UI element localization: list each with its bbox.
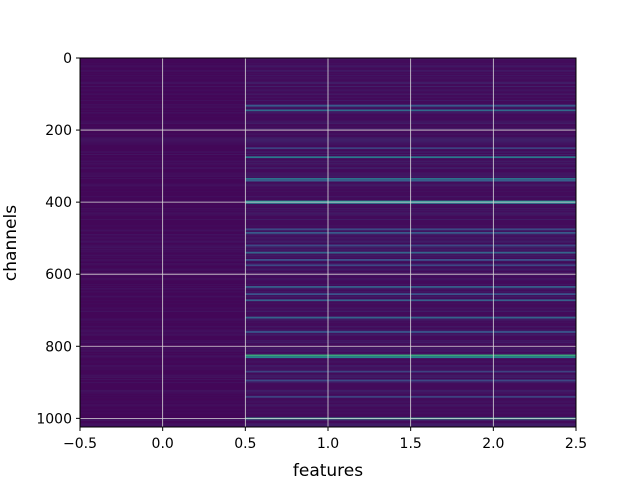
x-axis-label: features — [293, 461, 363, 480]
y-tick-label: 200 — [45, 123, 72, 139]
y-tick-label: 0 — [63, 51, 72, 67]
x-tick-label: 1.5 — [400, 436, 422, 452]
x-tick-label: 0.0 — [152, 436, 174, 452]
y-tick-label: 800 — [45, 339, 72, 355]
y-axis: 0 200 400 600 800 1000 — [36, 51, 80, 427]
x-tick-label: 1.0 — [317, 436, 339, 452]
x-tick-label: 2.5 — [565, 436, 587, 452]
y-tick-label: 600 — [45, 267, 72, 283]
y-tick-label: 400 — [45, 195, 72, 211]
x-tick-label: −0.5 — [63, 436, 97, 452]
x-axis: −0.5 0.0 0.5 1.0 1.5 2.0 2.5 — [63, 427, 587, 452]
x-tick-label: 2.0 — [482, 436, 504, 452]
x-tick-label: 0.5 — [234, 436, 256, 452]
y-tick-label: 1000 — [36, 411, 72, 427]
y-axis-label: channels — [1, 205, 21, 281]
